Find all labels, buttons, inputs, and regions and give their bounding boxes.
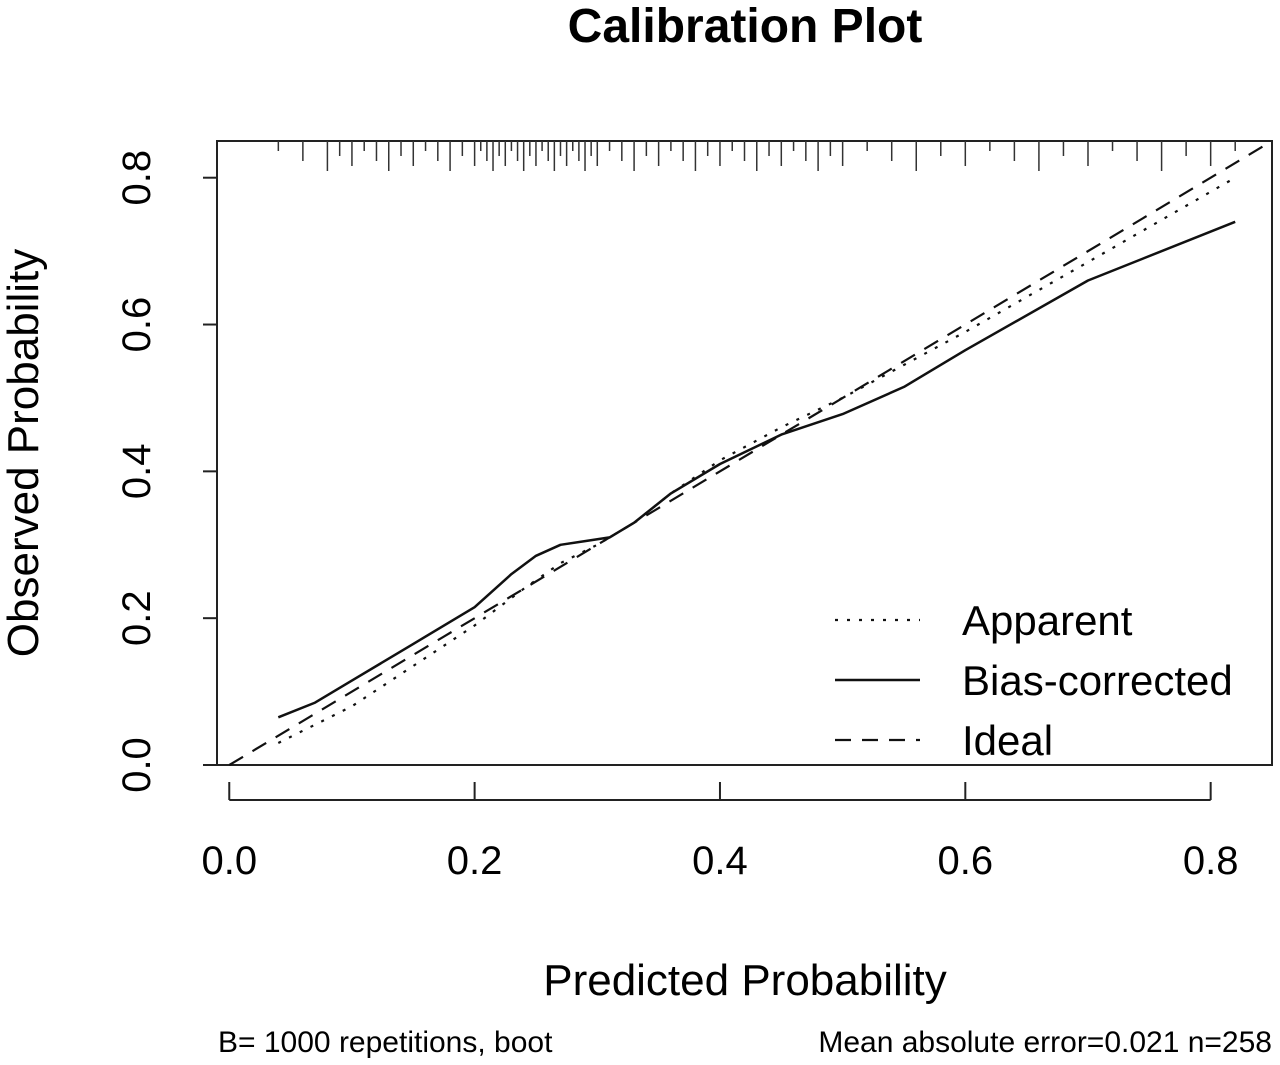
series-line-apparent xyxy=(277,176,1236,744)
series-line-ideal xyxy=(228,140,1273,766)
y-tick-label: 0.8 xyxy=(115,150,159,206)
footnote-mean-absolute-error: Mean absolute error=0.021 n=258 xyxy=(818,1026,1272,1059)
legend-label: Ideal xyxy=(962,717,1053,764)
footnote-repetitions: B= 1000 repetitions, boot xyxy=(218,1026,553,1059)
y-tick-label: 0.4 xyxy=(115,444,159,500)
y-tick-label: 0.0 xyxy=(115,737,159,793)
series-layer xyxy=(228,140,1273,766)
y-tick-label: 0.6 xyxy=(115,297,159,353)
x-tick-label: 0.4 xyxy=(692,839,748,883)
legend: Apparent Bias-corrected Ideal xyxy=(835,597,1233,764)
legend-label: Bias-corrected xyxy=(962,657,1233,704)
x-tick-label: 0.8 xyxy=(1183,839,1239,883)
x-tick-label: 0.6 xyxy=(938,839,994,883)
x-tick-label: 0.2 xyxy=(447,839,503,883)
legend-label: Apparent xyxy=(962,597,1133,644)
y-axis: 0.0 0.2 0.4 0.6 0.8 xyxy=(115,150,218,793)
x-axis-title: Predicted Probability xyxy=(543,956,947,1005)
y-tick-label: 0.2 xyxy=(115,590,159,646)
rug-marks xyxy=(277,141,1236,171)
x-axis: 0.0 0.2 0.4 0.6 0.8 xyxy=(201,782,1238,883)
x-tick-label: 0.0 xyxy=(201,839,257,883)
chart-title: Calibration Plot xyxy=(568,0,923,53)
y-axis-title: Observed Probability xyxy=(0,249,48,657)
